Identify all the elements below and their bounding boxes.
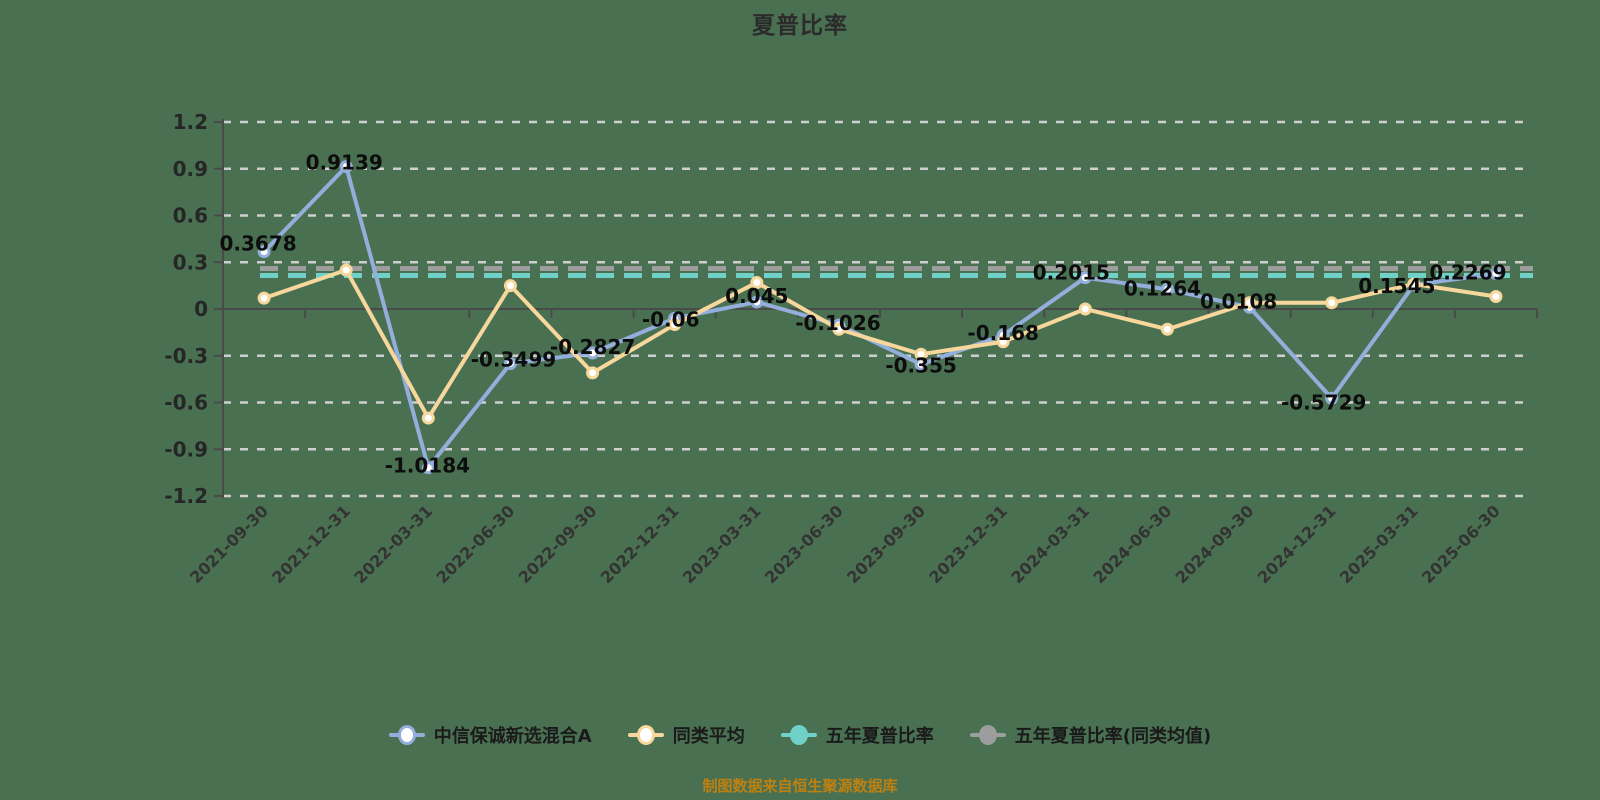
marker-fund xyxy=(1489,267,1503,281)
y-tick-label: -0.3 xyxy=(164,344,208,368)
marker-peer xyxy=(832,322,846,336)
marker-peer xyxy=(1407,277,1421,291)
x-date-label: 2023-09-30 xyxy=(843,501,929,587)
x-date-label: 2023-06-30 xyxy=(761,501,847,587)
data-label: 0.2269 xyxy=(1429,261,1506,285)
data-label: 0.045 xyxy=(725,284,788,308)
x-date-label: 2021-09-30 xyxy=(186,501,272,587)
legend: 中信保诚新选混合A 同类平均 五年夏普比率 五年夏普比率(同类均值) xyxy=(0,722,1600,748)
data-source-note: 制图数据来自恒生聚源数据库 xyxy=(702,777,898,795)
x-date-label: 2024-12-31 xyxy=(1254,501,1340,587)
marker-fund xyxy=(257,245,271,259)
y-tick-label: 0 xyxy=(194,297,208,321)
marker-peer xyxy=(996,335,1010,349)
x-date-label: 2024-06-30 xyxy=(1089,501,1175,587)
x-date-label: 2024-03-31 xyxy=(1007,501,1093,587)
legend-item-fund[interactable]: 中信保诚新选混合A xyxy=(388,722,592,748)
x-date-label: 2024-09-30 xyxy=(1172,501,1258,587)
legend-label: 中信保诚新选混合A xyxy=(433,726,592,747)
series-line-fund xyxy=(262,164,1498,470)
marker-peer xyxy=(1078,302,1092,316)
marker-peer xyxy=(339,263,353,277)
legend-marker-fund-icon xyxy=(388,725,425,745)
marker-peer xyxy=(257,291,271,305)
y-tick-label: -1.2 xyxy=(164,484,208,508)
x-date-label: 2022-03-31 xyxy=(350,501,436,587)
data-label: 0.1264 xyxy=(1124,276,1201,300)
data-label: -0.355 xyxy=(885,353,957,377)
legend-label: 五年夏普比率(同类均值) xyxy=(1014,726,1212,747)
legend-label: 同类平均 xyxy=(672,726,745,747)
y-tick-label: 0.9 xyxy=(173,157,208,181)
data-label: 0.9139 xyxy=(306,151,383,175)
legend-item-five_year_peer[interactable]: 五年夏普比率(同类均值) xyxy=(969,722,1212,748)
data-label: -0.06 xyxy=(642,307,700,331)
data-label: 0.1545 xyxy=(1358,274,1435,298)
marker-peer xyxy=(914,347,928,361)
x-date-label: 2023-03-31 xyxy=(679,501,765,587)
x-date-label: 2022-06-30 xyxy=(432,501,518,587)
marker-peer xyxy=(668,318,682,332)
marker-peer xyxy=(1243,296,1257,310)
data-label: -0.5729 xyxy=(1281,390,1366,414)
y-tick-label: 1.2 xyxy=(173,110,208,134)
marker-fund xyxy=(421,461,435,475)
legend-marker-five_year_peer-icon xyxy=(969,725,1006,745)
marker-fund xyxy=(339,160,353,174)
marker-fund xyxy=(750,295,764,309)
marker-fund xyxy=(586,346,600,360)
legend-marker-peer-icon xyxy=(627,725,664,745)
data-label: -0.3499 xyxy=(471,348,556,372)
data-label: -1.0184 xyxy=(385,454,470,478)
x-date-label: 2025-06-30 xyxy=(1418,501,1504,587)
x-date-label: 2022-09-30 xyxy=(515,501,601,587)
data-label: 0.2015 xyxy=(1033,261,1110,285)
x-date-label: 2025-03-31 xyxy=(1336,501,1422,587)
data-label: -0.168 xyxy=(967,321,1039,345)
series-line-peer xyxy=(262,268,1498,421)
data-label: -0.2827 xyxy=(550,335,635,359)
chart-title: 夏普比率 xyxy=(752,13,848,39)
marker-peer xyxy=(586,366,600,380)
y-tick-label: -0.6 xyxy=(164,391,208,415)
data-label: -0.1026 xyxy=(795,311,880,335)
legend-item-peer[interactable]: 同类平均 xyxy=(627,722,745,748)
marker-peer xyxy=(421,411,435,425)
x-date-label: 2022-12-31 xyxy=(597,501,683,587)
data-label: 0.3678 xyxy=(219,232,296,256)
legend-marker-five_year-icon xyxy=(780,725,817,745)
marker-peer xyxy=(1489,290,1503,304)
legend-label: 五年夏普比率 xyxy=(825,726,934,747)
data-label: 0.0108 xyxy=(1200,289,1277,313)
marker-fund xyxy=(1325,391,1339,405)
marker-fund xyxy=(1078,271,1092,285)
marker-peer xyxy=(1325,296,1339,310)
legend-item-five_year[interactable]: 五年夏普比率 xyxy=(780,722,934,748)
marker-fund xyxy=(503,357,517,371)
x-date-label: 2021-12-31 xyxy=(268,501,354,587)
marker-peer xyxy=(1160,322,1174,336)
marker-peer xyxy=(750,276,764,290)
marker-peer xyxy=(503,279,517,293)
y-tick-label: 0.6 xyxy=(173,204,208,228)
marker-fund xyxy=(1160,282,1174,296)
y-tick-label: -0.9 xyxy=(164,437,208,461)
x-date-label: 2023-12-31 xyxy=(925,501,1011,587)
y-tick-label: 0.3 xyxy=(173,250,208,274)
